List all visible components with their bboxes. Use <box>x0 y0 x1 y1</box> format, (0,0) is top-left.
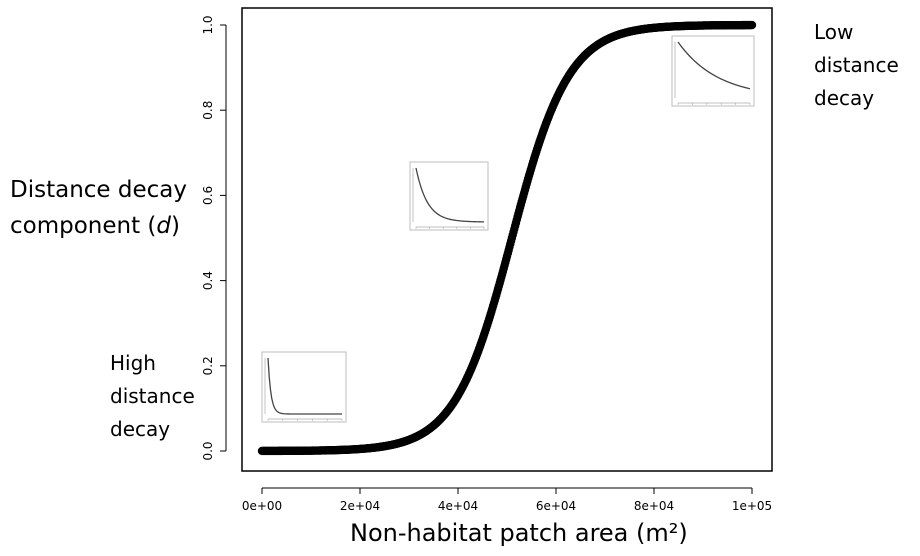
high-distance-decay-label: High distance decay <box>110 351 195 441</box>
inset-low-decay <box>671 35 755 107</box>
y-axis-label-line1: Distance decay <box>10 177 187 203</box>
axes: 0e+00 2e+04 4e+04 6e+04 8e+04 1e+05 0.0 0.2 0.4 0… <box>201 15 772 513</box>
inset-frame <box>261 351 347 423</box>
x-tick-label: 1e+05 <box>732 499 772 513</box>
y-axis-label: Distance decay component (d) <box>10 172 187 244</box>
inset-frame <box>409 161 489 231</box>
y-tick-label: 0.2 <box>201 356 215 375</box>
y-tick-label: 0.4 <box>201 271 215 290</box>
low-distance-decay-label: Low distance decay <box>814 20 899 110</box>
data-points <box>257 20 757 456</box>
x-tick-label: 2e+04 <box>340 499 380 513</box>
y-axis-symbol: d <box>156 213 172 239</box>
inset-mid-decay <box>409 161 489 231</box>
plot-frame <box>241 7 773 472</box>
x-tick-label: 0e+00 <box>242 499 282 513</box>
inset-decay-curve <box>415 167 485 223</box>
x-tick-label: 4e+04 <box>438 499 478 513</box>
y-tick-label: 1.0 <box>201 15 215 34</box>
inset-decay-curve <box>677 41 751 90</box>
inset-high-decay <box>261 351 347 423</box>
x-axis-label: Non-habitat patch area (m²) <box>350 519 688 547</box>
inset-frame <box>671 35 755 107</box>
y-tick-label: 0.6 <box>201 186 215 205</box>
data-point <box>747 20 757 30</box>
y-tick-label: 0.0 <box>201 441 215 460</box>
y-tick-label: 0.8 <box>201 101 215 120</box>
inset-decay-curve <box>267 357 342 415</box>
x-tick-label: 8e+04 <box>634 499 674 513</box>
x-tick-label: 6e+04 <box>536 499 576 513</box>
insets <box>261 35 755 423</box>
y-axis-label-line2: component (d) <box>10 213 180 239</box>
